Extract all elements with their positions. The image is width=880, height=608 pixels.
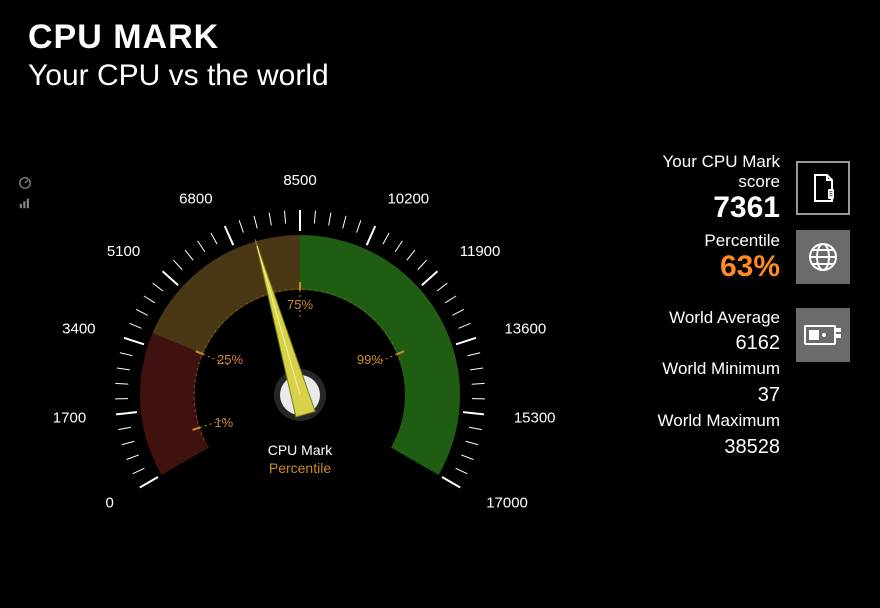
svg-text:10200: 10200: [387, 191, 429, 208]
svg-text:11900: 11900: [460, 243, 501, 260]
world-min-label: World Minimum: [662, 357, 780, 381]
svg-text:17000: 17000: [486, 495, 528, 512]
svg-text:0: 0: [105, 495, 113, 512]
page-subtitle: Your CPU vs the world: [28, 59, 880, 93]
score-value: 7361: [713, 192, 780, 224]
percentile-label: Percentile: [704, 231, 780, 251]
page-title: CPU MARK: [28, 18, 880, 57]
side-panel: Your CPU Mark score 7361 Percentile 63% …: [620, 152, 850, 461]
svg-text:3400: 3400: [62, 321, 95, 338]
percentile-value: 63%: [720, 251, 780, 283]
device-icon[interactable]: [796, 308, 850, 362]
svg-text:1%: 1%: [214, 415, 233, 430]
svg-text:5100: 5100: [107, 243, 140, 260]
svg-text:25%: 25%: [217, 352, 243, 367]
score-label: Your CPU Mark score: [620, 152, 780, 192]
svg-text:1700: 1700: [53, 409, 86, 426]
world-max-label: World Maximum: [658, 409, 780, 433]
world-avg-label: World Average: [669, 306, 780, 330]
world-max-value: 38528: [724, 433, 780, 461]
svg-text:6800: 6800: [179, 191, 212, 208]
svg-text:8500: 8500: [283, 172, 316, 189]
svg-text:Percentile: Percentile: [269, 460, 331, 476]
svg-text:CPU Mark: CPU Mark: [268, 442, 334, 458]
svg-text:99%: 99%: [357, 352, 383, 367]
svg-text:75%: 75%: [287, 297, 313, 312]
world-avg-value: 6162: [736, 329, 781, 357]
svg-text:13600: 13600: [504, 321, 546, 338]
svg-text:15300: 15300: [514, 409, 556, 426]
world-min-value: 37: [758, 381, 780, 409]
gauge: 0 1700 3400 5100 6800 8500 10200 11900 13600 1530…: [0, 130, 600, 590]
doc-icon[interactable]: [796, 161, 850, 215]
globe-icon[interactable]: [796, 230, 850, 284]
